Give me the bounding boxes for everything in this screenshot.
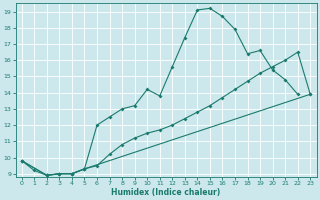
X-axis label: Humidex (Indice chaleur): Humidex (Indice chaleur) bbox=[111, 188, 221, 197]
